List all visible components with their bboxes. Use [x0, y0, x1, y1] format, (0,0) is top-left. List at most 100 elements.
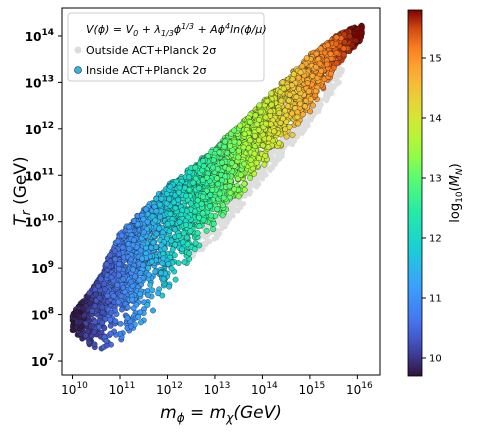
- point-inside: [310, 102, 316, 109]
- point-inside: [286, 91, 293, 98]
- point-inside: [333, 60, 340, 67]
- point-inside: [156, 225, 162, 232]
- point-inside: [99, 319, 106, 326]
- point-inside: [313, 50, 320, 57]
- point-inside: [192, 240, 199, 247]
- point-outside: [285, 138, 291, 144]
- point-inside: [175, 197, 182, 203]
- point-outside: [332, 83, 338, 89]
- point-inside: [124, 304, 131, 311]
- point-inside: [183, 222, 189, 228]
- point-inside: [297, 69, 304, 76]
- point-outside: [324, 95, 330, 101]
- point-inside: [160, 255, 167, 262]
- point-inside: [215, 181, 221, 187]
- point-inside: [247, 119, 253, 125]
- data-points: [69, 22, 365, 352]
- point-inside: [166, 283, 172, 290]
- point-inside: [187, 200, 194, 207]
- point-inside: [266, 135, 272, 142]
- point-inside: [137, 247, 144, 254]
- point-inside: [110, 293, 117, 299]
- point-outside: [199, 232, 205, 238]
- point-inside: [136, 277, 143, 284]
- point-inside: [231, 127, 237, 134]
- point-inside: [200, 157, 206, 164]
- point-inside: [99, 309, 106, 316]
- point-inside: [172, 241, 178, 248]
- point-inside: [153, 244, 159, 250]
- point-inside: [208, 212, 214, 219]
- point-inside: [209, 186, 216, 193]
- point-inside: [137, 270, 144, 277]
- point-inside: [198, 200, 205, 207]
- point-inside: [157, 214, 164, 220]
- legend-box: [67, 12, 265, 82]
- legend: V(ϕ) = V0 + λ1/3ϕ1/3 + Aϕ4ln(ϕ/μ) Outsid…: [67, 12, 267, 82]
- point-inside: [210, 164, 216, 171]
- point-inside: [290, 71, 297, 78]
- point-inside: [297, 100, 304, 107]
- point-inside: [104, 292, 111, 299]
- legend-marker-inside: [74, 66, 82, 74]
- point-inside: [155, 290, 161, 297]
- point-inside: [317, 45, 324, 52]
- point-outside: [255, 181, 262, 187]
- point-inside: [116, 261, 122, 267]
- point-inside: [216, 149, 223, 156]
- point-outside: [333, 77, 339, 83]
- point-inside: [148, 244, 155, 251]
- point-inside: [117, 320, 124, 327]
- y-tick-label: 109: [31, 260, 54, 276]
- point-inside: [285, 97, 292, 104]
- point-inside: [192, 208, 198, 215]
- point-inside: [101, 280, 107, 287]
- point-inside: [268, 101, 275, 108]
- point-inside: [358, 29, 364, 36]
- point-inside: [96, 294, 103, 301]
- point-inside: [263, 120, 269, 127]
- point-inside: [220, 202, 226, 209]
- point-inside: [172, 226, 178, 233]
- point-inside: [149, 213, 156, 220]
- point-inside: [107, 330, 114, 337]
- point-inside: [216, 190, 223, 197]
- point-inside: [200, 193, 206, 200]
- point-inside: [92, 303, 98, 310]
- legend-formula: V(ϕ) = V0 + λ1/3ϕ1/3 + Aϕ4ln(ϕ/μ): [86, 22, 267, 38]
- x-tick-label: 1015: [299, 381, 326, 397]
- point-inside: [341, 31, 348, 38]
- y-tick-label: 108: [31, 307, 54, 323]
- point-inside: [118, 293, 125, 300]
- x-tick-label: 1016: [346, 381, 373, 397]
- point-inside: [152, 268, 159, 275]
- point-inside: [289, 132, 296, 138]
- point-inside: [92, 318, 98, 325]
- point-outside: [248, 189, 254, 195]
- point-inside: [241, 186, 248, 193]
- point-inside: [262, 114, 269, 121]
- point-inside: [101, 325, 108, 332]
- point-outside: [337, 72, 343, 78]
- point-inside: [268, 90, 275, 97]
- point-inside: [279, 79, 286, 86]
- y-axis-label: Tr (GeV): [11, 156, 33, 225]
- point-outside: [335, 68, 342, 74]
- point-outside: [224, 219, 231, 226]
- point-inside: [130, 266, 136, 273]
- point-inside: [92, 291, 99, 298]
- point-inside: [293, 94, 300, 100]
- point-inside: [169, 246, 176, 253]
- point-inside: [276, 140, 283, 147]
- point-inside: [194, 197, 201, 204]
- point-outside: [318, 101, 324, 108]
- point-outside: [199, 247, 205, 253]
- point-inside: [231, 186, 238, 193]
- point-inside: [144, 302, 151, 308]
- point-inside: [318, 68, 325, 74]
- point-inside: [256, 137, 262, 144]
- point-inside: [260, 142, 266, 149]
- point-inside: [289, 82, 295, 89]
- point-inside: [170, 199, 177, 206]
